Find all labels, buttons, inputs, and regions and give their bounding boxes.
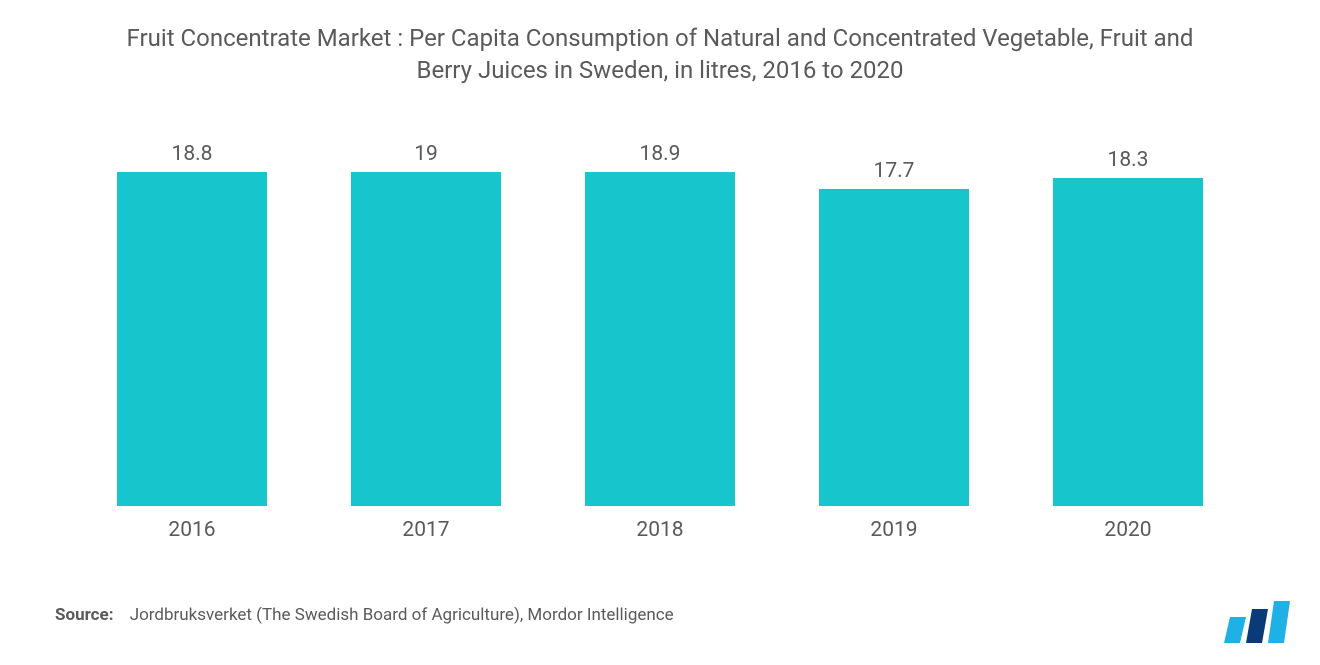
bar-category-label: 2020 bbox=[1104, 518, 1151, 542]
bar bbox=[819, 189, 969, 506]
mordor-logo-icon bbox=[1224, 601, 1290, 643]
bar-category-label: 2018 bbox=[636, 518, 683, 542]
bar-value-label: 18.8 bbox=[172, 142, 213, 166]
bar bbox=[117, 172, 267, 506]
bar-value-label: 17.7 bbox=[874, 159, 915, 183]
bar-group: 17.7 2019 bbox=[777, 142, 1011, 542]
bar bbox=[1053, 178, 1203, 505]
plot-area: 18.8 2016 19 2017 18.9 2018 17.7 2019 18… bbox=[65, 142, 1255, 542]
bar-category-label: 2019 bbox=[870, 518, 917, 542]
bar bbox=[585, 172, 735, 506]
source-line: Source: Jordbruksverket (The Swedish Boa… bbox=[55, 605, 674, 625]
chart-container: Fruit Concentrate Market : Per Capita Co… bbox=[0, 0, 1320, 665]
source-text: Jordbruksverket (The Swedish Board of Ag… bbox=[130, 605, 674, 625]
bar bbox=[351, 172, 501, 506]
bar-value-label: 18.3 bbox=[1108, 148, 1149, 172]
bar-value-label: 19 bbox=[414, 142, 438, 166]
chart-title: Fruit Concentrate Market : Per Capita Co… bbox=[110, 22, 1210, 87]
bar-category-label: 2016 bbox=[168, 518, 215, 542]
bar-value-label: 18.9 bbox=[640, 142, 681, 166]
source-label: Source: bbox=[55, 605, 113, 625]
bar-group: 19 2017 bbox=[309, 142, 543, 542]
bar-category-label: 2017 bbox=[402, 518, 449, 542]
bar-group: 18.9 2018 bbox=[543, 142, 777, 542]
bar-group: 18.3 2020 bbox=[1011, 142, 1245, 542]
bar-group: 18.8 2016 bbox=[75, 142, 309, 542]
